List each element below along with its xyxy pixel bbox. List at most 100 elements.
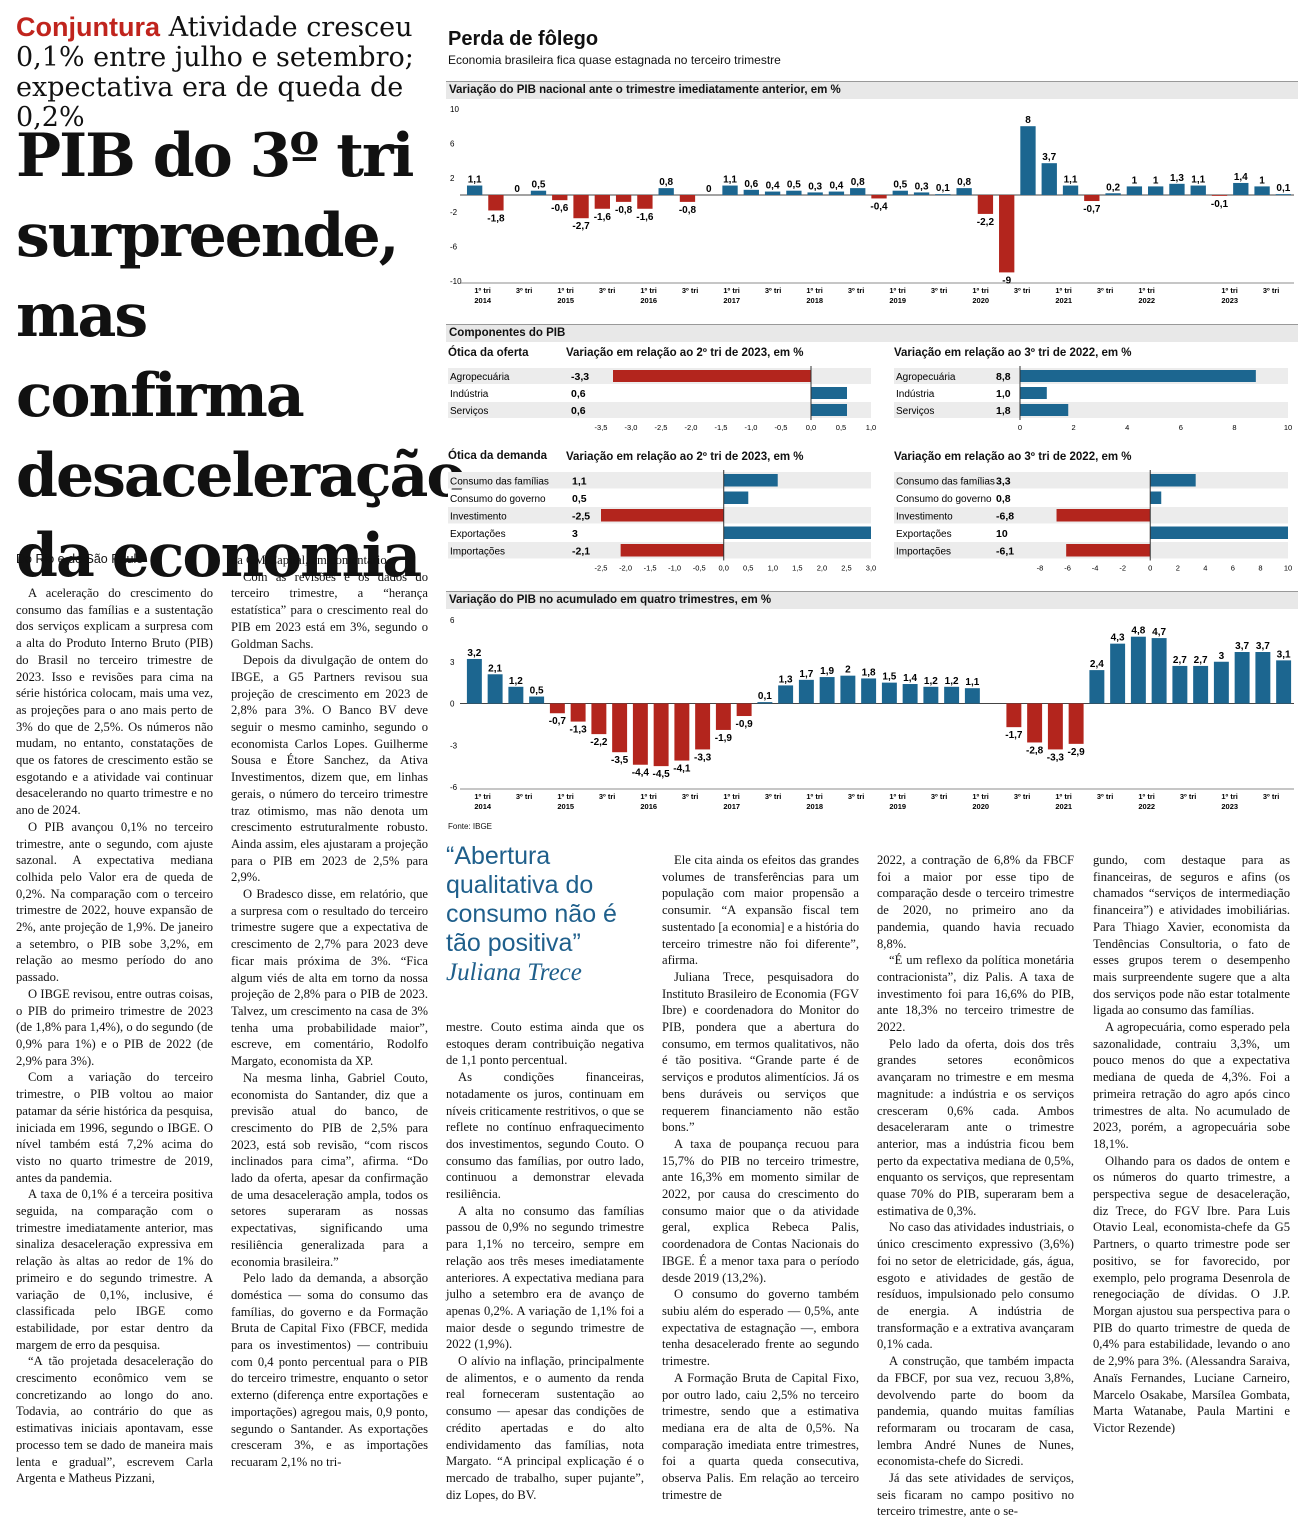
x-tick-label: 3º tri xyxy=(1014,286,1031,295)
paragraph: O PIB avançou 0,1% no terceiro trimestre… xyxy=(16,819,213,985)
bar xyxy=(1105,193,1121,195)
x-tick-label: 3º tri xyxy=(848,792,865,801)
bar xyxy=(573,195,589,219)
data-label: -2,9 xyxy=(1068,747,1086,758)
data-label: 1,8 xyxy=(996,405,1011,417)
x-tick-label: -3,5 xyxy=(595,423,608,432)
row-bg xyxy=(894,385,1288,401)
bar xyxy=(1041,163,1057,195)
data-label: -2,8 xyxy=(1026,745,1044,756)
data-label: 3,7 xyxy=(1042,152,1056,163)
paragraph: “É um reflexo da política monetária cont… xyxy=(877,953,1074,1035)
data-label: 3 xyxy=(572,528,578,540)
paragraph: Com a variação do terceiro trimestre, o … xyxy=(16,1070,213,1185)
data-label: 1 xyxy=(1259,175,1265,186)
chart6-title: Variação do PIB no acumulado em quatro t… xyxy=(446,591,1298,609)
x-tick-label: 1º tri 2015 xyxy=(557,286,574,305)
components-title: Componentes do PIB xyxy=(446,324,1298,342)
x-tick-label: 1º tri 2017 xyxy=(723,792,740,811)
y-tick-label: 6 xyxy=(450,616,455,625)
data-label: -3,3 xyxy=(571,371,589,383)
x-tick-label: 1º tri 2018 xyxy=(806,286,823,305)
source-note: Fonte: IBGE xyxy=(448,822,493,831)
bar xyxy=(613,370,811,382)
x-tick-label: 3º tri xyxy=(1263,286,1280,295)
data-label: -6,8 xyxy=(996,511,1014,523)
x-tick-label: 3,0 xyxy=(866,564,876,573)
x-tick-label: 3º tri xyxy=(848,286,865,295)
headline-line: desaceleração xyxy=(16,441,466,511)
data-label: 0,4 xyxy=(829,181,843,192)
x-tick-label: 8 xyxy=(1232,423,1236,432)
data-label: -0,1 xyxy=(1211,199,1229,210)
bar xyxy=(1193,665,1209,704)
data-label: -2,2 xyxy=(590,737,608,748)
row-bg xyxy=(894,402,1288,418)
paragraph: mestre. Couto estima ainda que os estoqu… xyxy=(446,1020,644,1068)
paragraph: Olhando para os dados de ontem e os núme… xyxy=(1093,1153,1290,1435)
chart1-title: Variação do PIB nacional ante o trimestr… xyxy=(446,81,1298,99)
category-label: Consumo do governo xyxy=(450,494,546,505)
data-label: -1,6 xyxy=(636,212,654,223)
x-tick-label: 3º tri xyxy=(516,286,533,295)
chart-supply-yoy: Agropecuária 8,8 Indústria 1,0 Serviços 1,8 0 2… xyxy=(894,366,1292,432)
demand-group-label: Ótica da demanda xyxy=(448,450,548,462)
data-label: 1 xyxy=(1153,175,1159,186)
data-label: -2,5 xyxy=(572,511,590,523)
bar xyxy=(956,188,972,195)
data-label: -0,4 xyxy=(870,201,888,212)
row-bg xyxy=(894,489,1288,506)
data-label: -0,6 xyxy=(551,203,569,214)
data-label: -1,7 xyxy=(1005,730,1023,741)
bar xyxy=(1276,660,1292,704)
headline-line: surpreende, xyxy=(16,201,400,271)
paragraph: Pelo lado da demanda, a absorção domésti… xyxy=(231,1271,428,1469)
x-tick-label: 3º tri xyxy=(599,286,616,295)
bar xyxy=(1169,183,1185,195)
paragraph: Pelo lado da oferta, dois dos três grand… xyxy=(877,1036,1074,1218)
paragraph: Com as revisões e os dados do terceiro t… xyxy=(231,569,428,651)
x-tick-label: 1,0 xyxy=(768,564,778,573)
x-tick-label: 0 xyxy=(1148,564,1152,573)
x-tick-label: -6 xyxy=(1064,564,1071,573)
pull-quote-text: “Abertura qualitativa do consumo não é t… xyxy=(446,842,617,957)
bar xyxy=(695,703,711,750)
data-label: 1,7 xyxy=(799,669,813,680)
x-tick-label: -2,5 xyxy=(655,423,668,432)
data-label: 1,2 xyxy=(945,676,959,687)
x-tick-label: 1º tri 2014 xyxy=(474,792,492,811)
x-tick-label: 1º tri 2020 xyxy=(972,286,989,305)
x-tick-label: -3,0 xyxy=(625,423,638,432)
data-label: -4,1 xyxy=(673,764,691,775)
paragraph: As condições financeiras, notadamente os… xyxy=(446,1070,644,1202)
bar xyxy=(1020,370,1256,382)
x-tick-label: 1º tri 2021 xyxy=(1055,792,1072,811)
pull-quote: “Abertura qualitativa do consumo não é t… xyxy=(446,842,646,987)
y-tick-label: -10 xyxy=(450,277,462,286)
data-label: 4,3 xyxy=(1111,633,1125,644)
bar xyxy=(1047,703,1063,750)
bar xyxy=(736,703,752,717)
x-tick-label: 1,0 xyxy=(866,423,876,432)
text-column-2: da CM Capital, em comentário. Com as revi… xyxy=(231,552,428,1471)
x-tick-label: 3º tri xyxy=(931,792,948,801)
x-tick-label: 0,0 xyxy=(719,564,729,573)
category-label: Importações xyxy=(896,547,951,558)
bar xyxy=(1233,182,1249,195)
x-tick-label: 3º tri xyxy=(1014,792,1031,801)
data-label: -3,3 xyxy=(1047,752,1065,763)
data-label: 1,3 xyxy=(1170,173,1184,184)
bar xyxy=(1006,703,1022,728)
bar xyxy=(620,544,724,557)
data-label: 0,8 xyxy=(996,493,1011,505)
bar xyxy=(913,192,930,195)
y-tick-label: 10 xyxy=(450,105,459,114)
text-column-5: 2022, a contração de 6,8% da FBCF foi a … xyxy=(877,852,1074,1520)
y-tick-label: -6 xyxy=(450,243,458,252)
category-label: Agropecuária xyxy=(450,372,510,383)
bar xyxy=(977,195,994,214)
paragraph: O IBGE revisou, entre outras coisas, o P… xyxy=(16,986,213,1068)
data-label: 0 xyxy=(514,184,520,195)
category-label: Serviços xyxy=(896,406,934,417)
